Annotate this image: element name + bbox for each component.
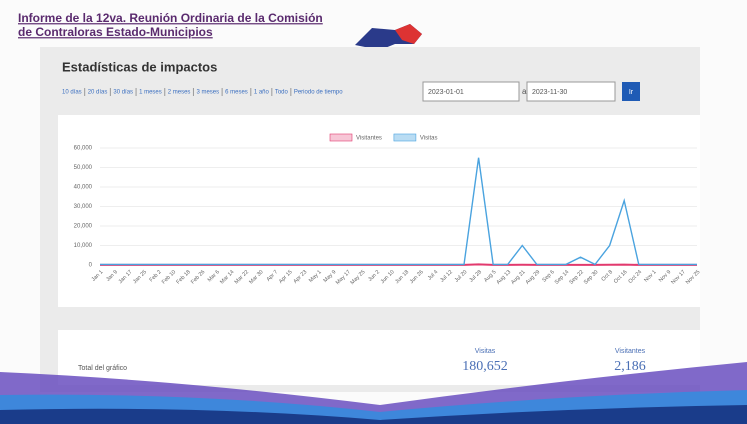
slide-title: Informe de la 12va. Reunión Ordinaria de… bbox=[18, 11, 323, 25]
filter-link[interactable]: 30 días bbox=[113, 90, 133, 96]
totals-label: Total del gráfico bbox=[78, 365, 127, 372]
y-tick-label: 40,000 bbox=[74, 185, 93, 191]
filter-link[interactable]: 3 meses bbox=[196, 90, 219, 96]
visits-label: Visitas bbox=[475, 348, 496, 355]
legend-swatch bbox=[330, 134, 352, 141]
visitors-total: 2,186 bbox=[614, 359, 646, 374]
y-tick-label: 50,000 bbox=[74, 165, 93, 171]
filter-link[interactable]: 6 meses bbox=[225, 90, 248, 96]
filter-link[interactable]: 10 días bbox=[62, 90, 82, 96]
date-end: 2023-11-30 bbox=[532, 89, 567, 96]
legend-label: Visitas bbox=[420, 136, 438, 142]
totals-box bbox=[58, 330, 700, 385]
filter-link[interactable]: Todo bbox=[275, 90, 289, 96]
filter-link[interactable]: 20 días bbox=[88, 90, 108, 96]
y-tick-label: 20,000 bbox=[74, 224, 93, 230]
go-button-label: Ir bbox=[629, 89, 634, 96]
visits-total: 180,652 bbox=[462, 359, 508, 374]
legend-label: Visitantes bbox=[356, 136, 382, 142]
visitors-label: Visitantes bbox=[615, 348, 646, 355]
filter-link[interactable]: 1 año bbox=[254, 90, 270, 96]
date-start: 2023-01-01 bbox=[428, 89, 464, 96]
filter-link[interactable]: Periodo de tiempo bbox=[294, 90, 343, 96]
y-tick-label: 60,000 bbox=[74, 146, 93, 152]
y-tick-label: 30,000 bbox=[74, 204, 93, 210]
slide: Informe de la 12va. Reunión Ordinaria de… bbox=[0, 0, 747, 424]
filter-link[interactable]: 2 meses bbox=[168, 90, 191, 96]
legend-swatch bbox=[394, 134, 416, 141]
filter-link[interactable]: 1 meses bbox=[139, 90, 162, 96]
panel-title: Estadísticas de impactos bbox=[62, 59, 217, 74]
slide-canvas: Informe de la 12va. Reunión Ordinaria de… bbox=[0, 0, 747, 424]
y-tick-label: 10,000 bbox=[74, 243, 93, 249]
slide-title: de Contraloras Estado-Municipios bbox=[18, 25, 213, 39]
separator: a bbox=[522, 87, 527, 96]
filter-links: 10 días 20 días 30 días 1 meses 2 meses 3 mes… bbox=[62, 88, 343, 96]
